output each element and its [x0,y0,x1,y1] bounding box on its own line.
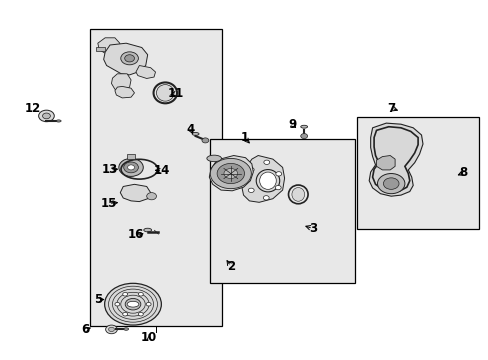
Circle shape [104,283,161,325]
Circle shape [125,298,141,310]
Circle shape [210,158,251,189]
Ellipse shape [156,85,174,101]
Text: 13: 13 [102,163,118,176]
Circle shape [300,134,307,139]
Circle shape [121,52,138,65]
Circle shape [124,55,134,62]
Circle shape [127,165,134,170]
Circle shape [263,196,268,200]
Ellipse shape [300,125,307,128]
Text: 16: 16 [127,228,144,241]
Text: 10: 10 [141,331,157,344]
Polygon shape [242,156,284,202]
Circle shape [217,163,244,184]
Circle shape [108,327,114,332]
Circle shape [377,174,404,194]
Circle shape [138,292,143,296]
Circle shape [122,312,127,316]
Circle shape [146,193,156,200]
Text: 12: 12 [25,102,41,115]
Text: 15: 15 [100,197,117,210]
Text: 3: 3 [308,222,316,235]
Bar [90,29,222,326]
Bar [127,154,135,159]
Polygon shape [103,43,147,75]
Circle shape [275,172,281,176]
Polygon shape [136,66,155,78]
Bar [356,117,478,229]
Circle shape [42,113,50,119]
Circle shape [248,188,254,193]
Ellipse shape [256,170,279,192]
Polygon shape [115,86,134,98]
Ellipse shape [127,301,139,307]
Ellipse shape [56,120,61,122]
Text: 5: 5 [94,293,102,306]
Ellipse shape [206,155,221,162]
Circle shape [264,160,269,165]
Polygon shape [111,74,131,91]
Bar [210,139,354,283]
Polygon shape [209,156,253,191]
Circle shape [123,162,138,173]
Circle shape [105,325,117,334]
Circle shape [146,302,151,306]
Text: 1: 1 [240,131,248,144]
Ellipse shape [259,172,276,189]
Polygon shape [376,156,394,170]
Ellipse shape [123,328,128,330]
Circle shape [119,158,143,176]
Text: 2: 2 [226,260,234,273]
Ellipse shape [192,132,199,135]
Circle shape [275,185,281,190]
Text: 7: 7 [386,102,394,114]
Circle shape [115,302,120,306]
Circle shape [138,312,143,316]
Ellipse shape [291,188,304,201]
Polygon shape [368,123,422,196]
Circle shape [248,167,254,172]
Circle shape [224,168,237,179]
Circle shape [39,110,54,122]
Polygon shape [98,38,120,55]
Circle shape [202,138,208,143]
Ellipse shape [143,228,151,232]
Text: 6: 6 [81,323,89,336]
Text: 11: 11 [167,87,184,100]
Text: 4: 4 [186,123,194,136]
Text: 9: 9 [288,118,296,131]
Polygon shape [120,184,150,202]
Text: 14: 14 [154,165,170,177]
Bar [96,47,104,51]
Text: 8: 8 [459,166,467,179]
Circle shape [383,178,398,189]
Circle shape [122,292,127,296]
